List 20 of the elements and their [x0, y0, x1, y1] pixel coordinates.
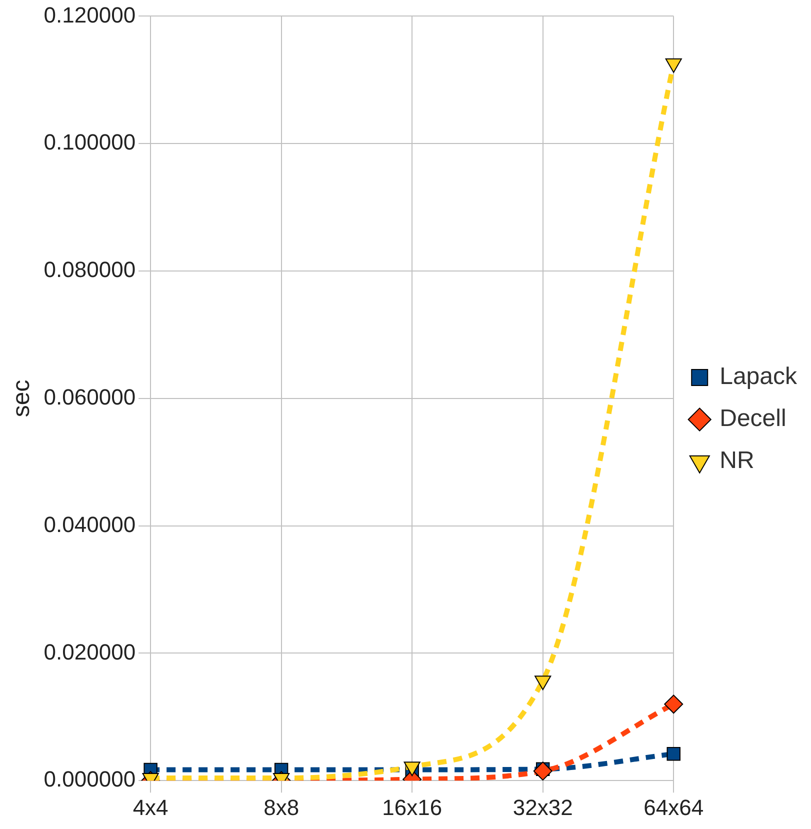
x-tick-label: 32x32 — [512, 794, 573, 820]
point — [533, 762, 552, 781]
y-axis-title: sec — [8, 380, 36, 418]
y-tick-label: 0.120000 — [44, 2, 136, 28]
legend-label: NR — [720, 447, 754, 474]
y-tick-label: 0.060000 — [44, 384, 136, 410]
y-tick-label: 0.100000 — [44, 130, 136, 155]
x-tick-label: 4x4 — [132, 794, 168, 820]
point — [665, 58, 682, 73]
x-tick-label: 64x64 — [644, 794, 704, 820]
legend-label: Decell — [720, 405, 786, 432]
y-tick-label: 0.080000 — [44, 257, 136, 282]
y-tick-label: 0.040000 — [44, 512, 136, 537]
y-tick-label: 0.020000 — [44, 639, 136, 664]
y-tick-label: 0.000000 — [44, 766, 136, 792]
point — [666, 746, 680, 761]
x-tick-label: 8x8 — [264, 794, 300, 820]
legend-label: Lapack — [720, 363, 798, 390]
x-tick-label: 16x16 — [382, 794, 442, 820]
point — [664, 694, 684, 714]
